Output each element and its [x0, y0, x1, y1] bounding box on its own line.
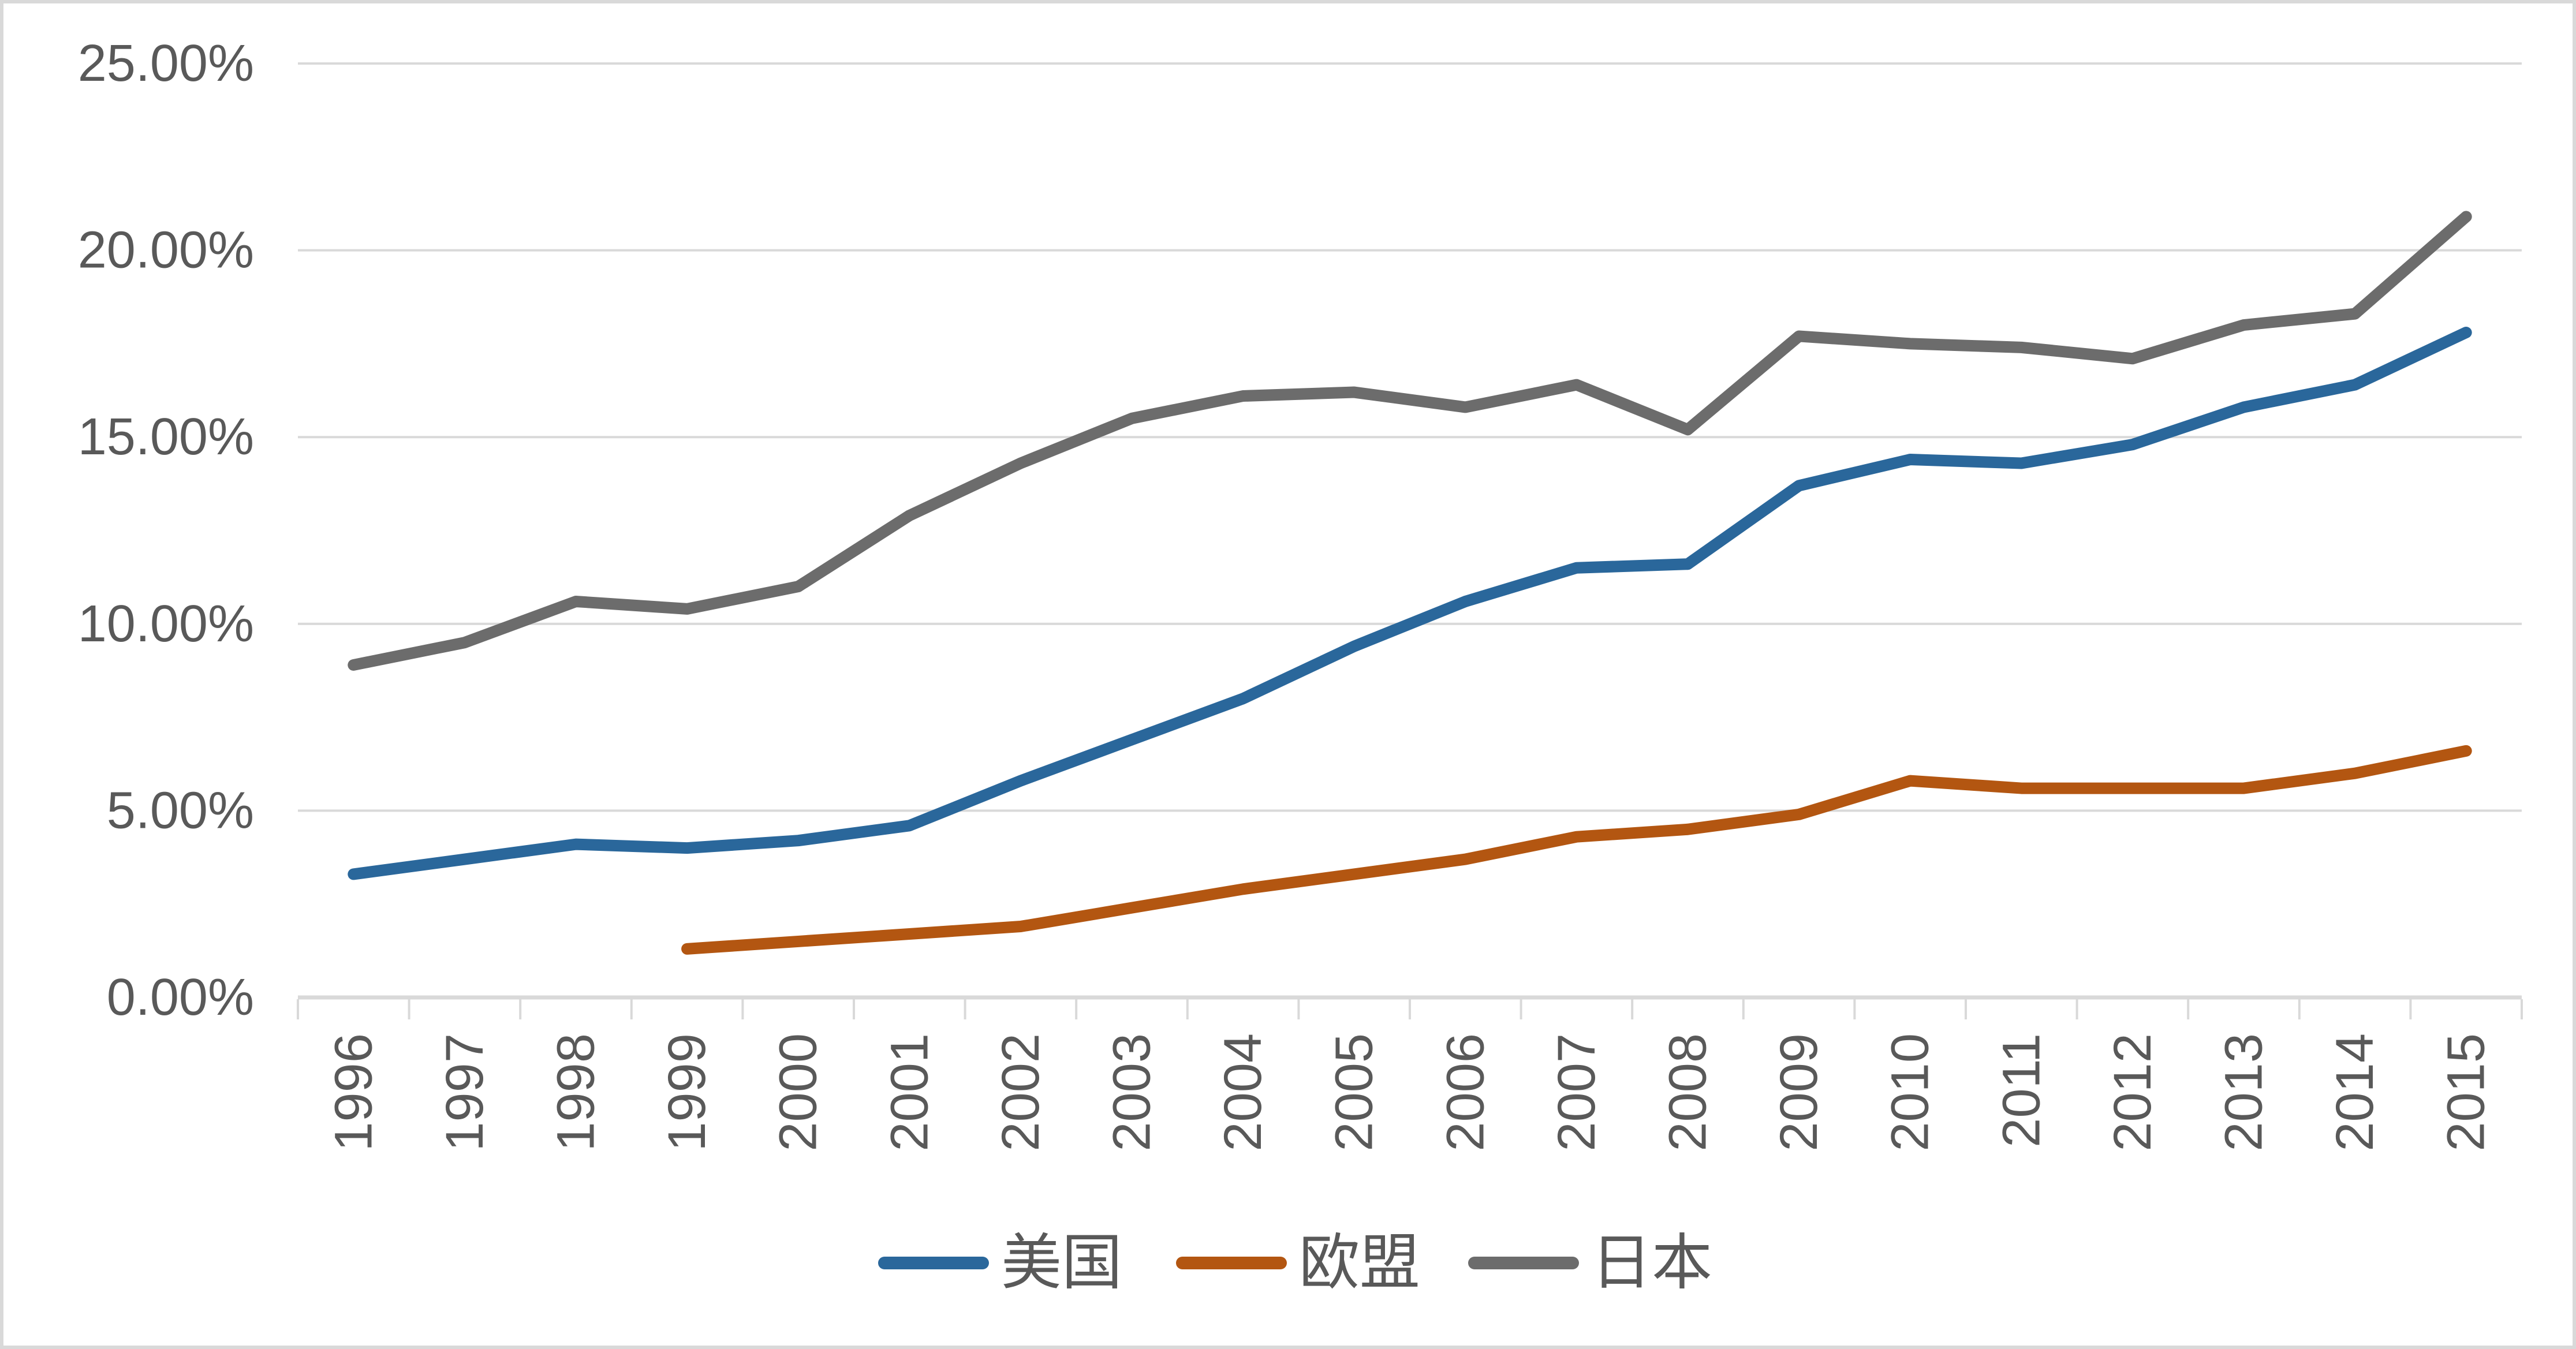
x-axis-label: 1996: [324, 1033, 383, 1152]
x-axis-label: 2005: [1325, 1033, 1384, 1152]
x-axis-label: 2006: [1436, 1033, 1495, 1152]
y-axis-label: 0.00%: [107, 969, 254, 1026]
y-axis-label: 20.00%: [78, 222, 254, 279]
y-axis-label: 25.00%: [78, 35, 254, 92]
x-axis-label: 2003: [1103, 1033, 1162, 1152]
series-line-eu: [681, 745, 2472, 955]
x-axis-label: 2014: [2325, 1033, 2384, 1152]
y-axis-label: 15.00%: [78, 408, 254, 466]
x-axis-label: 2004: [1214, 1033, 1272, 1152]
x-axis-label: 2000: [769, 1033, 828, 1152]
y-axis-label: 10.00%: [78, 595, 254, 653]
x-axis-label: 1999: [658, 1033, 716, 1152]
x-axis-label: 1997: [435, 1033, 494, 1152]
x-axis-label: 2013: [2215, 1033, 2273, 1152]
legend-label-eu: 欧盟: [1299, 1230, 1420, 1297]
legend-label-usa: 美国: [1001, 1230, 1122, 1297]
legend-label-japan: 日本: [1591, 1230, 1712, 1297]
x-axis-label: 2011: [1992, 1033, 2051, 1148]
x-axis-label: 2002: [991, 1033, 1050, 1152]
x-axis-label: 2012: [2103, 1033, 2162, 1152]
x-axis-label: 2001: [880, 1033, 939, 1152]
series-line-japan: [348, 211, 2472, 671]
x-axis-label: 2009: [1769, 1033, 1828, 1152]
x-axis-label: 1998: [547, 1033, 606, 1152]
x-axis-label: 2007: [1547, 1033, 1606, 1152]
series-line-usa: [348, 326, 2472, 880]
x-axis-label: 2008: [1659, 1033, 1718, 1152]
y-axis-label: 5.00%: [107, 782, 254, 839]
x-axis-label: 2015: [2437, 1033, 2496, 1152]
x-axis-label: 2010: [1881, 1033, 1940, 1152]
